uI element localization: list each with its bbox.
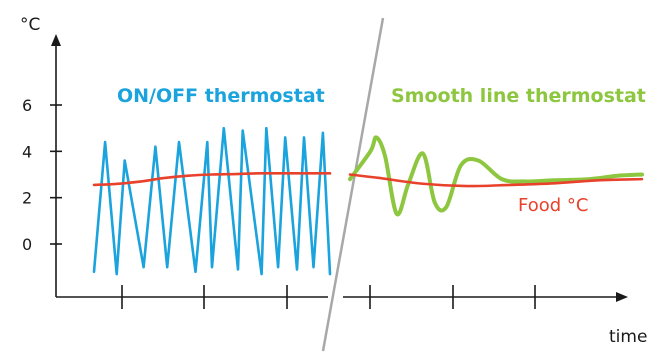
smooth-title: Smooth line thermostat (391, 85, 646, 107)
y-axis-arrow (51, 34, 61, 46)
y-tick-label: 4 (22, 142, 32, 161)
x-axis-label: time (609, 327, 647, 347)
smooth-series-line (348, 135, 644, 217)
panel-divider (321, 17, 385, 352)
on-off-title: ON/OFF thermostat (117, 85, 325, 107)
y-unit-label: °C (20, 15, 40, 35)
y-tick-label: 6 (22, 96, 32, 115)
on-off-series-line (92, 126, 332, 276)
food-temperature-series-line (92, 171, 332, 187)
food-temperature-series-line (348, 173, 644, 188)
x-axis-arrow (616, 292, 628, 302)
y-tick-label: 2 (22, 189, 32, 208)
food-label: Food °C (518, 195, 588, 216)
y-tick-label: 0 (22, 235, 32, 254)
